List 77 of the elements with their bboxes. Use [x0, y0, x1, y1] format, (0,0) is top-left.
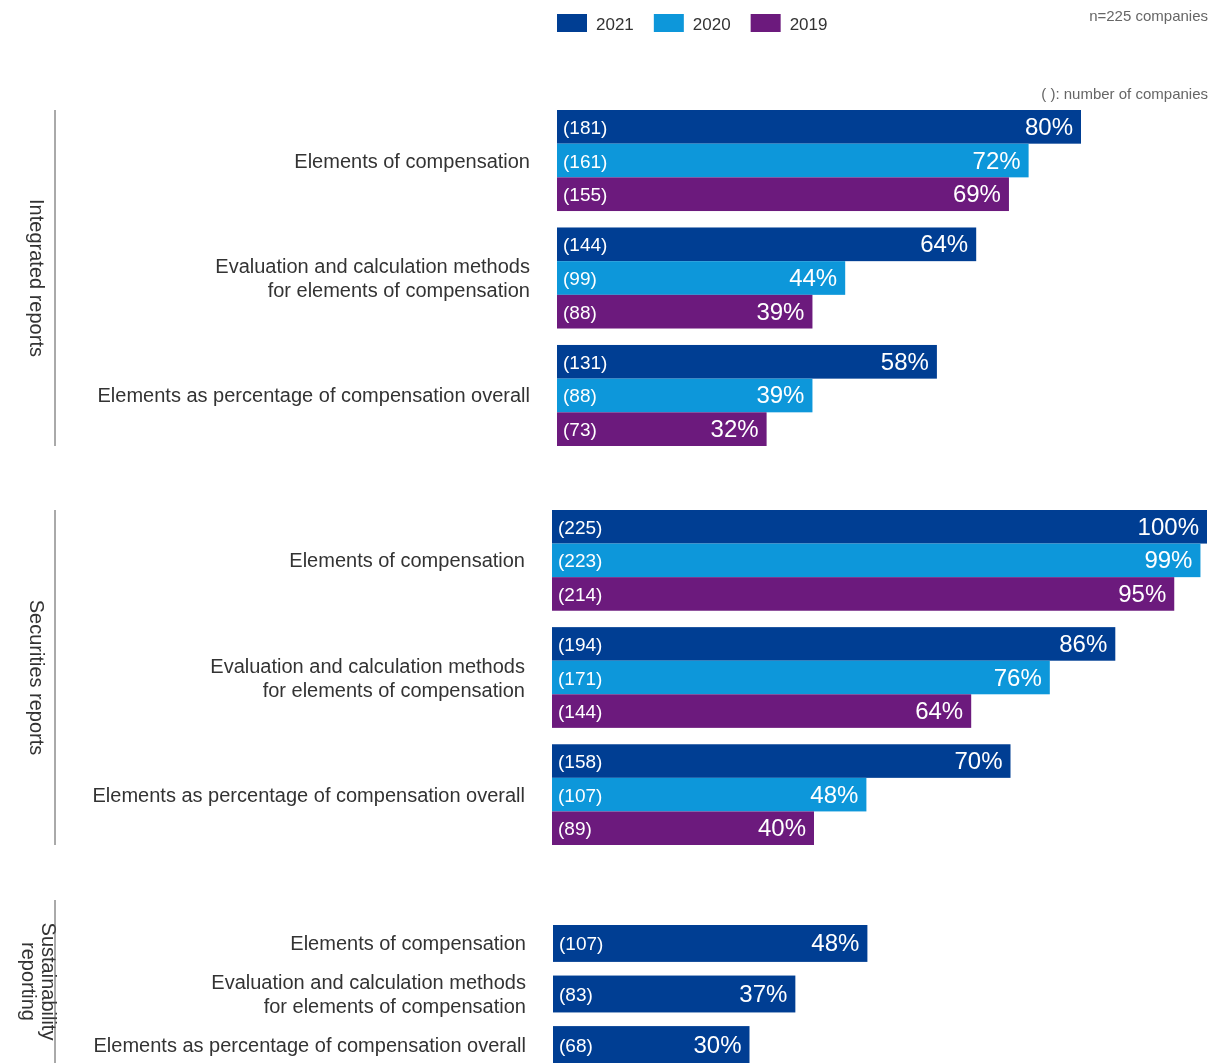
bar — [552, 744, 1011, 778]
annotation: (88) — [563, 301, 597, 323]
data-label: 76% — [993, 663, 1042, 691]
annotation: (144) — [563, 234, 608, 256]
category-label: Elements of compensation — [294, 149, 530, 172]
data-label: 64% — [915, 697, 964, 725]
data-label: 40% — [757, 814, 806, 842]
annotation: (181) — [563, 116, 608, 138]
data-label: 70% — [954, 747, 1003, 775]
category-label: Evaluation and calculation methods for elements of compensation — [215, 255, 530, 301]
legend-label: 2019 — [789, 15, 828, 34]
category-label: Elements as percentage of compensation overall — [97, 384, 530, 407]
data-label: 48% — [810, 780, 859, 808]
bar — [552, 510, 1207, 544]
data-label: 86% — [1059, 629, 1108, 657]
bar — [552, 627, 1116, 661]
data-label: 48% — [811, 929, 860, 957]
bar — [557, 378, 813, 413]
annotation: (88) — [563, 385, 597, 407]
legend-label: 2021 — [596, 15, 634, 34]
bar — [557, 227, 977, 262]
legend-label: 2020 — [692, 15, 731, 34]
bar — [557, 294, 813, 329]
data-label: 80% — [1024, 112, 1073, 140]
data-label: 58% — [880, 347, 929, 375]
bar — [557, 143, 1029, 178]
bar — [552, 660, 1050, 695]
annotation: (161) — [563, 150, 608, 172]
data-label: 32% — [710, 415, 759, 443]
annotation: (144) — [558, 701, 603, 723]
data-label: 37% — [739, 980, 788, 1007]
bar — [557, 110, 1081, 144]
annotation: (68) — [559, 1034, 593, 1056]
bar — [552, 694, 972, 728]
bar — [557, 412, 767, 446]
annotation: (214) — [558, 583, 603, 605]
bar — [557, 177, 1009, 212]
bar — [552, 543, 1201, 578]
annotation: (225) — [558, 516, 603, 538]
category-label: Elements as percentage of compensation overall — [93, 1033, 526, 1056]
annotation: (107) — [559, 933, 604, 955]
annotation: (223) — [558, 550, 603, 572]
bar — [552, 811, 814, 845]
data-label: 44% — [789, 264, 838, 291]
annotation: ( ): number of companies — [1041, 85, 1208, 102]
bar — [552, 777, 867, 812]
data-label: 99% — [1144, 546, 1193, 574]
data-label: 39% — [756, 381, 805, 409]
data-label: 39% — [756, 297, 805, 325]
data-label: 72% — [972, 146, 1021, 174]
category-label: Elements of compensation — [289, 549, 525, 572]
annotation: (99) — [563, 268, 597, 289]
data-label: 69% — [952, 180, 1001, 208]
bar — [557, 344, 937, 379]
annotation: (171) — [558, 667, 603, 689]
y-axis-title: Securities reports — [26, 599, 48, 756]
annotation: (155) — [563, 184, 608, 206]
y-axis-title: Sustainability reporting — [18, 922, 60, 1041]
category-label: Elements as percentage of compensation overall — [92, 783, 525, 806]
text: n=225 companies — [1089, 7, 1208, 24]
y-axis-title: Integrated reports — [26, 199, 48, 357]
bar — [552, 577, 1175, 611]
data-label: 64% — [920, 230, 969, 258]
data-label: 100% — [1137, 512, 1199, 540]
category-label: Evaluation and calculation methods for elements of compensation — [211, 971, 526, 1017]
annotation: (89) — [558, 818, 592, 840]
annotation: (73) — [563, 419, 597, 441]
category-label: Evaluation and calculation methods for elements of compensation — [210, 654, 525, 701]
annotation: (194) — [558, 633, 603, 655]
data-label: 95% — [1118, 579, 1167, 607]
bar — [557, 261, 846, 295]
annotation: (83) — [559, 984, 593, 1005]
category-label: Elements of compensation — [290, 932, 526, 955]
annotation: (107) — [558, 784, 603, 806]
annotation: (131) — [563, 351, 608, 373]
annotation: (158) — [558, 751, 603, 773]
data-label: 30% — [693, 1030, 742, 1058]
